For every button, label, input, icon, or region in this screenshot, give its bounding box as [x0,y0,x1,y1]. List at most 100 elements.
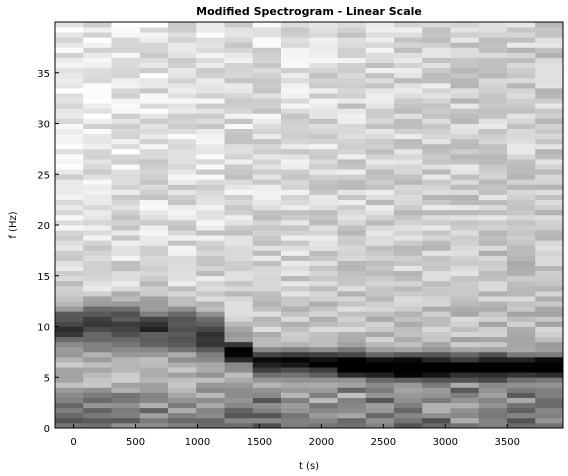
heatmap-cell [394,98,423,103]
heatmap-cell [253,139,282,144]
heatmap-cell [507,47,536,52]
heatmap-cell [140,342,169,347]
heatmap-cell [225,78,254,83]
heatmap-cell [535,210,563,215]
heatmap-cell [281,184,310,189]
heatmap-cell [309,174,338,179]
heatmap-cell [394,200,423,205]
heatmap-cell [281,149,310,154]
heatmap-cell [253,382,282,387]
heatmap-cell [338,367,367,372]
heatmap-cell [535,250,563,255]
heatmap-cell [168,255,197,260]
heatmap-cell [309,413,338,418]
heatmap-cell [83,387,112,392]
heatmap-cell [225,73,254,78]
heatmap-cell [422,189,451,194]
heatmap-cell [55,139,84,144]
heatmap-cell [225,174,254,179]
heatmap-cell [168,134,197,139]
heatmap-cell [309,154,338,159]
heatmap-cell [83,78,112,83]
heatmap-cell [253,179,282,184]
heatmap-cell [196,342,225,347]
heatmap-cell [253,332,282,337]
heatmap-cell [451,362,480,367]
y-tick-label: 5 [44,373,50,384]
heatmap-cell [422,403,451,408]
heatmap-cell [168,352,197,357]
heatmap-cell [479,250,508,255]
heatmap-cell [196,245,225,250]
heatmap-cell [366,179,395,184]
heatmap-cell [338,113,367,118]
heatmap-cell [507,240,536,245]
heatmap-cell [83,245,112,250]
heatmap-cell [422,149,451,154]
heatmap-cell [507,215,536,220]
heatmap-cell [112,342,141,347]
heatmap-cell [309,357,338,362]
heatmap-cell [253,118,282,123]
heatmap-cell [366,205,395,210]
heatmap-cell [196,144,225,149]
heatmap-cell [83,362,112,367]
heatmap-cell [281,27,310,32]
heatmap-cell [366,113,395,118]
heatmap-cell [83,144,112,149]
heatmap-cell [253,47,282,52]
heatmap-cell [225,225,254,230]
heatmap-cell [225,144,254,149]
heatmap-cell [507,352,536,357]
heatmap-cell [225,352,254,357]
heatmap-cell [535,357,563,362]
heatmap-cell [196,98,225,103]
heatmap-cell [451,372,480,377]
heatmap-cell [422,98,451,103]
heatmap-cell [55,255,84,260]
heatmap-cell [535,392,563,397]
heatmap-cell [225,93,254,98]
heatmap-cell [479,403,508,408]
heatmap-cell [366,22,395,27]
heatmap-cell [281,58,310,63]
heatmap-cell [83,266,112,271]
heatmap-cell [451,235,480,240]
heatmap-cell [55,200,84,205]
heatmap-cell [507,134,536,139]
heatmap-cell [55,215,84,220]
heatmap-cell [535,316,563,321]
heatmap-cell [366,63,395,68]
heatmap-cell [281,42,310,47]
heatmap-cell [168,392,197,397]
heatmap-cell [309,321,338,326]
heatmap-cell [140,83,169,88]
heatmap-cell [253,27,282,32]
heatmap-cell [338,266,367,271]
heatmap-cell [309,387,338,392]
heatmap-cell [140,250,169,255]
heatmap-cell [309,169,338,174]
heatmap-cell [140,154,169,159]
heatmap-cell [451,387,480,392]
heatmap-cell [225,63,254,68]
heatmap-cell [196,83,225,88]
heatmap-cell [196,398,225,403]
heatmap-cell [309,205,338,210]
heatmap-cell [168,342,197,347]
heatmap-cell [253,357,282,362]
heatmap-cell [196,311,225,316]
heatmap-cell [55,184,84,189]
heatmap-cell [281,240,310,245]
heatmap-cell [112,316,141,321]
heatmap-cell [479,68,508,73]
heatmap-cell [55,387,84,392]
heatmap-cell [168,68,197,73]
heatmap-cell [338,230,367,235]
heatmap-cell [535,291,563,296]
heatmap-cell [83,189,112,194]
heatmap-cell [225,240,254,245]
heatmap-cell [479,83,508,88]
heatmap-cell [168,235,197,240]
heatmap-cell [507,382,536,387]
